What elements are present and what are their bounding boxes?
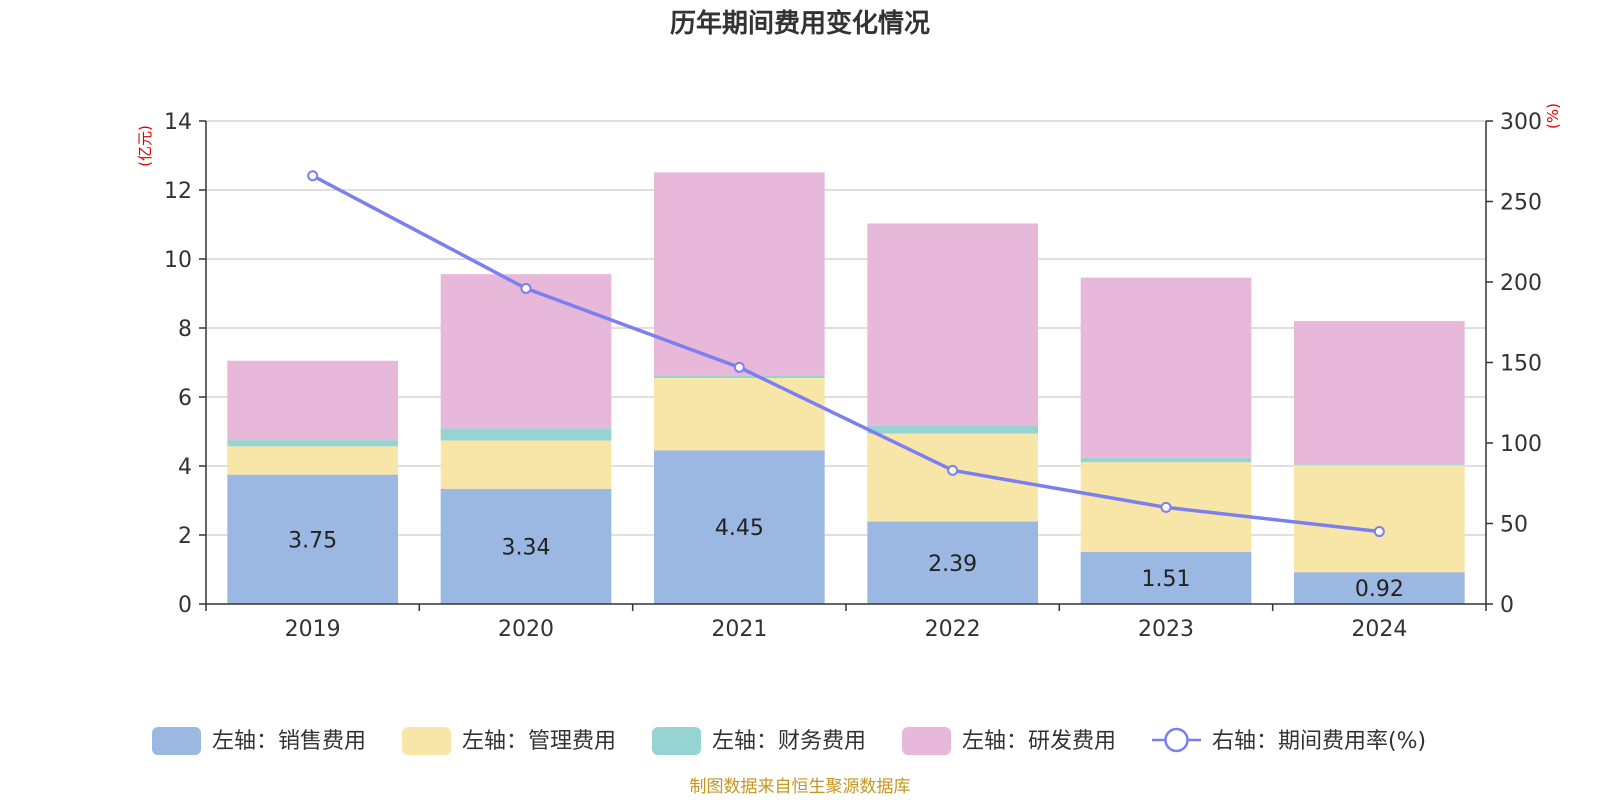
right-tick-label: 200 — [1500, 271, 1542, 296]
legend-label: 右轴：期间费用率(%) — [1212, 729, 1426, 754]
bar-segment — [1294, 464, 1465, 466]
x-tick-label: 2023 — [1138, 617, 1194, 642]
rate-line-path — [311, 174, 1380, 534]
legend-swatch — [152, 727, 201, 755]
x-tick-label: 2019 — [285, 617, 341, 642]
bar-segment — [867, 425, 1038, 434]
bar-segment — [227, 360, 398, 441]
right-tick-label: 300 — [1500, 110, 1542, 135]
rate-line-point — [947, 464, 959, 476]
legend-label: 左轴：销售费用 — [212, 729, 366, 754]
left-tick-label: 4 — [178, 455, 192, 480]
chart-title: 历年期间费用变化情况 — [670, 8, 930, 39]
right-axis-unit: (%) — [1544, 103, 1562, 129]
rate-line-point — [307, 170, 319, 182]
bar-segment — [867, 521, 1038, 604]
left-tick-label: 14 — [164, 110, 192, 135]
bar-segment — [440, 274, 612, 429]
x-tick-label: 2020 — [498, 617, 554, 642]
right-tick-label: 250 — [1500, 191, 1542, 216]
bar-segment — [654, 450, 825, 604]
grid-lines — [206, 120, 1486, 536]
rate-line-point — [1160, 501, 1172, 513]
left-tick-label: 12 — [164, 179, 192, 204]
left-tick-label: 8 — [178, 317, 192, 342]
legend-marker — [1164, 727, 1189, 753]
x-tick-label: 2024 — [1351, 617, 1407, 642]
right-tick-label: 100 — [1500, 432, 1542, 457]
bar-segment — [1080, 458, 1252, 463]
bar-segment — [440, 488, 612, 604]
bar-segment — [227, 474, 398, 604]
right-tick-label: 0 — [1500, 593, 1514, 618]
bar-data-label: 4.45 — [715, 516, 764, 541]
bar-segment — [440, 428, 612, 441]
bar-data-label: 1.51 — [1142, 567, 1191, 592]
left-tick-label: 0 — [178, 593, 192, 618]
bar-labels: 3.75 3.34 4.45 2.39 1.51 0.92 — [288, 516, 1404, 602]
legend-label: 左轴：财务费用 — [712, 729, 866, 754]
bar-segment — [1294, 572, 1465, 604]
legend-swatch — [652, 727, 701, 755]
left-axis-unit: (亿元) — [136, 125, 154, 167]
x-tick-label: 2021 — [711, 617, 767, 642]
bar-segment — [867, 433, 1038, 522]
bar-segment — [1080, 277, 1252, 459]
right-tick-label: 50 — [1500, 513, 1528, 538]
legend-swatch — [402, 727, 451, 755]
x-tick-label: 2022 — [925, 617, 981, 642]
bars — [227, 172, 1465, 604]
rate-line-point — [733, 361, 745, 373]
bar-segment — [654, 375, 825, 379]
legend-swatch — [902, 727, 951, 755]
bar-data-label: 3.75 — [288, 528, 337, 553]
bar-data-label: 3.34 — [502, 535, 551, 560]
axes: 0 2 4 6 8 10 12 14 0 50 100 150 200 250 300 2019 2020 202… — [164, 110, 1542, 642]
bar-data-label: 0.92 — [1355, 577, 1404, 602]
bar-segment — [227, 446, 398, 475]
rate-line-point — [1373, 526, 1385, 538]
legend-label: 左轴：研发费用 — [962, 729, 1116, 754]
bar-segment — [1294, 465, 1465, 573]
bar-segment — [654, 172, 825, 376]
expense-rate-line — [307, 170, 1385, 538]
left-tick-label: 2 — [178, 524, 192, 549]
bar-segment — [227, 440, 398, 447]
bar-segment — [654, 378, 825, 451]
right-tick-label: 150 — [1500, 352, 1542, 377]
source-note: 制图数据来自恒生聚源数据库 — [690, 777, 911, 797]
legend: 左轴：销售费用 左轴：管理费用 左轴：财务费用 左轴：研发费用 右轴：期间费用率(%) — [152, 727, 1426, 755]
legend-label: 左轴：管理费用 — [462, 729, 616, 754]
left-tick-label: 6 — [178, 386, 192, 411]
bar-segment — [867, 223, 1038, 426]
rate-line-point — [520, 282, 532, 294]
bar-segment — [1294, 321, 1465, 465]
left-tick-label: 10 — [164, 248, 192, 273]
bar-segment — [440, 440, 612, 489]
bar-data-label: 2.39 — [928, 552, 977, 577]
bar-segment — [1080, 551, 1252, 604]
